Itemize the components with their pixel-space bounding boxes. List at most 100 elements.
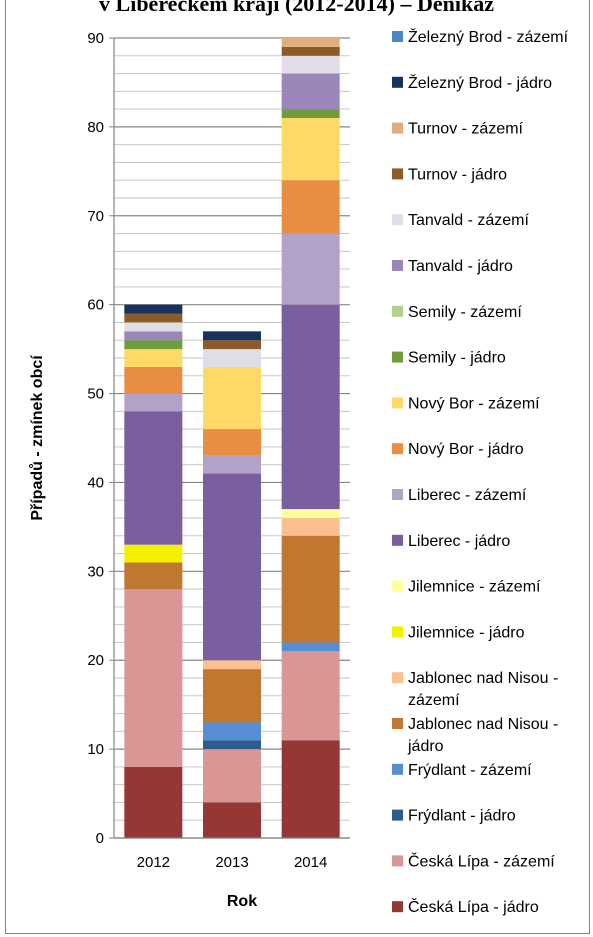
bars bbox=[124, 38, 340, 838]
legend-label: Česká Lípa - jádro bbox=[408, 897, 539, 916]
legend-swatch bbox=[392, 122, 403, 134]
bar-segment bbox=[281, 38, 340, 47]
chart-title: v Libereckém kraji (2012-2014) – Deníkáž bbox=[99, 0, 494, 16]
bar-segment bbox=[124, 340, 183, 350]
legend-label: Turnov - zázemí bbox=[408, 121, 524, 138]
legend-swatch bbox=[392, 76, 403, 88]
legend: Železný Brod - zázemí Železný Brod - jádr… bbox=[392, 27, 569, 916]
y-tick-label: 40 bbox=[87, 474, 104, 491]
y-tick-label: 70 bbox=[87, 208, 104, 225]
bar-segment bbox=[203, 340, 261, 350]
legend-label: Frýdlant - zázemí bbox=[408, 762, 532, 779]
bar-segment bbox=[281, 642, 340, 652]
bar-segment bbox=[124, 313, 183, 323]
x-tick-labels: 2012 2013 2014 bbox=[137, 854, 328, 871]
y-tick-label: 20 bbox=[87, 652, 104, 669]
bar-segment bbox=[281, 73, 340, 110]
bar-segment bbox=[124, 349, 183, 367]
y-tick-label: 60 bbox=[87, 297, 104, 314]
bar-segment bbox=[203, 660, 261, 670]
bar-segment bbox=[203, 473, 261, 661]
legend-label: Železný Brod - zázemí bbox=[408, 27, 569, 46]
legend-label: Nový Bor - jádro bbox=[408, 441, 524, 458]
legend-label: Semily - zázemí bbox=[408, 304, 522, 321]
y-tick-label: 80 bbox=[87, 119, 104, 136]
x-tick-label: 2012 bbox=[137, 854, 170, 871]
bar-segment bbox=[281, 535, 340, 643]
bar-segment bbox=[124, 366, 183, 394]
y-tick-label: 10 bbox=[87, 741, 104, 758]
legend-swatch bbox=[392, 351, 403, 363]
legend-label: Liberec - zázemí bbox=[408, 487, 527, 504]
y-tick-label: 30 bbox=[87, 563, 104, 580]
bar-segment bbox=[281, 109, 340, 118]
legend-swatch bbox=[392, 534, 403, 546]
bar-segment bbox=[203, 349, 261, 367]
bar-segment bbox=[281, 55, 340, 74]
bar-segment bbox=[203, 802, 261, 838]
axes bbox=[109, 37, 350, 839]
bar-segment bbox=[281, 118, 340, 181]
y-tick-label: 50 bbox=[87, 386, 104, 403]
legend-swatch bbox=[392, 763, 403, 775]
bar-segment bbox=[124, 544, 183, 563]
x-axis-label: Rok bbox=[227, 893, 257, 910]
legend-swatch bbox=[392, 489, 403, 500]
x-tick-label: 2013 bbox=[215, 854, 248, 871]
legend-swatch bbox=[392, 305, 403, 317]
bar-segment bbox=[124, 411, 183, 545]
bar-segment bbox=[124, 322, 183, 332]
legend-swatch bbox=[392, 214, 403, 226]
x-tick-label: 2014 bbox=[294, 854, 327, 871]
legend-label: Tanvald - zázemí bbox=[408, 212, 529, 229]
chart-frame bbox=[5, 0, 590, 934]
y-tick-label: 0 bbox=[96, 830, 104, 847]
legend-swatch bbox=[392, 260, 403, 271]
legend-label: Nový Bor - zázemí bbox=[408, 395, 540, 412]
legend-swatch bbox=[392, 397, 403, 409]
y-axis-label: Případů - zmínek obcí bbox=[29, 355, 46, 521]
legend-swatch bbox=[392, 580, 403, 592]
legend-swatch bbox=[392, 443, 403, 455]
bar-segment bbox=[281, 509, 340, 518]
legend-label: Jablonec nad Nisou -jádro bbox=[407, 716, 558, 755]
legend-label: Železný Brod - jádro bbox=[408, 73, 552, 92]
legend-swatch bbox=[392, 855, 403, 867]
legend-label: Semily - jádro bbox=[408, 350, 506, 367]
legend-swatch bbox=[392, 672, 403, 684]
bar-segment bbox=[124, 562, 183, 590]
legend-label: Jablonec nad Nisou -zázemí bbox=[408, 670, 558, 709]
bar-segment bbox=[281, 46, 340, 56]
bar-segment bbox=[124, 393, 183, 412]
legend-label: Liberec - jádro bbox=[408, 533, 510, 550]
y-tick-labels: 0 10 20 30 40 50 60 70 80 90 bbox=[87, 30, 104, 847]
bar-segment bbox=[281, 518, 340, 536]
legend-label: Jilemnice - jádro bbox=[408, 624, 525, 641]
legend-swatch bbox=[392, 901, 403, 913]
bar-segment bbox=[124, 589, 183, 767]
legend-swatch bbox=[392, 168, 403, 180]
bar-segment bbox=[203, 669, 261, 723]
bar-segment bbox=[203, 722, 261, 741]
y-tick-label: 90 bbox=[87, 30, 104, 47]
bar-segment bbox=[281, 304, 340, 510]
legend-swatch bbox=[392, 809, 403, 821]
bar-segment bbox=[203, 429, 261, 456]
bar-segment bbox=[124, 766, 183, 838]
bar-segment bbox=[203, 740, 261, 750]
bar-segment bbox=[281, 740, 340, 838]
legend-label: Turnov - jádro bbox=[408, 166, 507, 183]
bar-segment bbox=[281, 180, 340, 234]
legend-label: Frýdlant - jádro bbox=[408, 808, 516, 825]
bar-segment bbox=[203, 455, 261, 474]
bar-segment bbox=[203, 366, 261, 430]
bar-segment bbox=[281, 233, 340, 305]
bar-segment bbox=[281, 651, 340, 741]
bar-segment bbox=[124, 331, 183, 341]
legend-swatch bbox=[392, 718, 403, 729]
legend-swatch bbox=[392, 626, 403, 638]
legend-label: Česká Lípa - zázemí bbox=[408, 851, 555, 870]
bar-segment bbox=[203, 331, 261, 341]
legend-swatch bbox=[392, 31, 403, 42]
